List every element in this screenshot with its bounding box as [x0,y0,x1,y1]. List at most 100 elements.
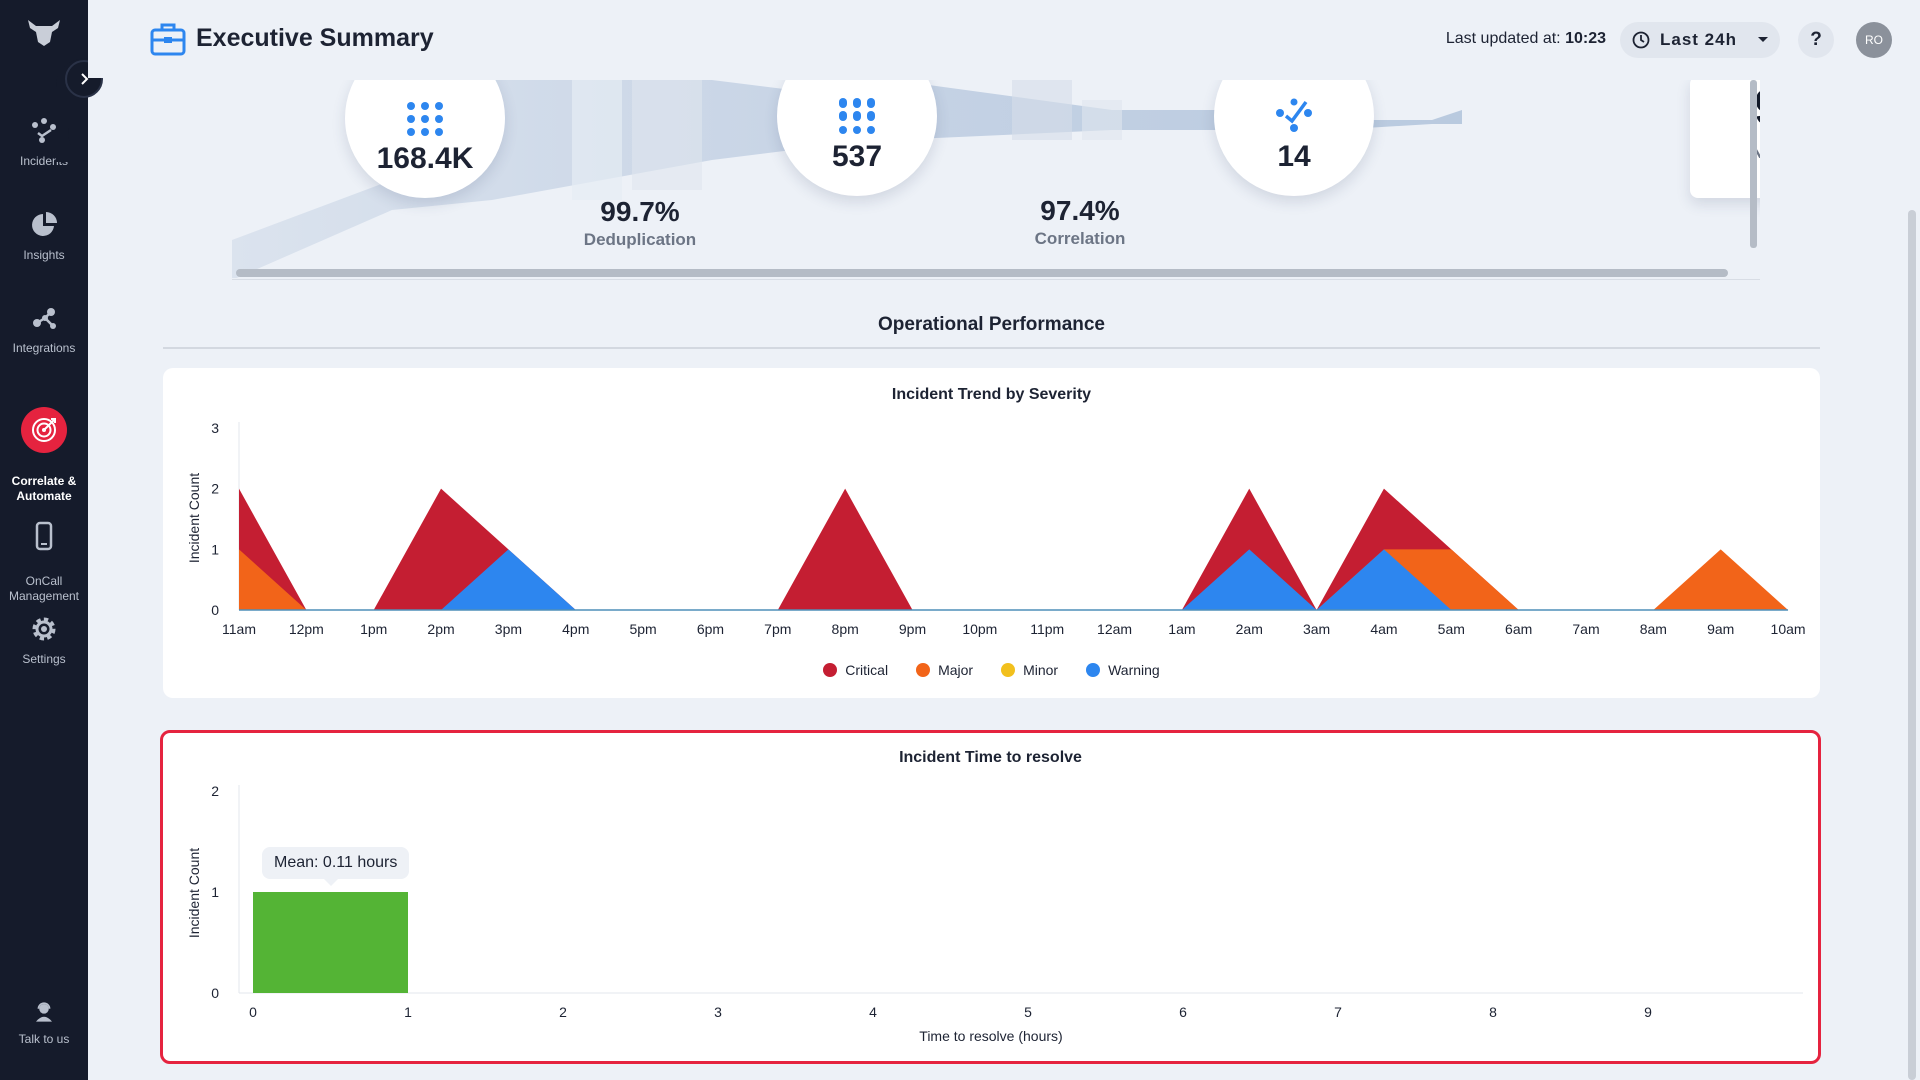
x-tick-label: 7 [1334,1004,1342,1020]
incidents-icon [1276,98,1312,132]
logo-icon[interactable] [24,16,64,50]
legend-label: Critical [845,662,889,678]
chart-title: Incident Trend by Severity [891,386,1092,403]
sidebar: Incidents Insights Integrations Correlat… [0,0,88,1080]
sidebar-item-label: Integrations [12,341,76,355]
y-tick-label: 1 [211,541,219,557]
x-tick-label: 9 [1644,1004,1652,1020]
x-tick-label: 4am [1370,621,1397,637]
x-tick-label: 5 [1024,1004,1032,1020]
sidebar-item-label: OnCall Management [8,574,80,603]
active-indicator [21,407,67,453]
sidebar-item-integrations[interactable]: Integrations [0,303,88,356]
histogram-bar [253,892,408,993]
correlation-label: Correlation [1034,229,1126,248]
talk-to-us-label: Talk to us [18,1032,70,1046]
funnel-stage-value: 168.4K [376,142,474,175]
target-icon [32,418,56,442]
y-axis-label: Incident Count [186,473,202,563]
time-to-resolve-chart: 0 1 2 Incident Count 0 1 2 3 4 5 6 7 8 9 Time to resol… [186,783,1803,1044]
x-tick-label: 6am [1505,621,1532,637]
chevron-down-icon [1757,37,1768,42]
legend-label: Warning [1108,662,1160,678]
x-tick-label: 1am [1168,621,1195,637]
sidebar-tab [56,58,88,162]
incident-trend-card: Incident Trend by Severity 0 1 2 3 Incident … [163,368,1820,698]
funnel-horizontal-scrollbar[interactable] [236,269,1728,277]
briefcase-icon [150,23,186,56]
legend-item-warning[interactable]: Warning [1086,662,1160,678]
x-tick-label: 0 [249,1004,257,1020]
chart-legend: Critical Major Minor Warning [163,662,1820,678]
help-button[interactable]: ? [1798,22,1834,58]
x-tick-label: 6 [1179,1004,1187,1020]
legend-dot [823,663,838,677]
x-tick-label: 8pm [832,621,859,637]
chart-title: Incident Time to resolve [899,749,1082,766]
x-tick-label: 7am [1572,621,1599,637]
sidebar-item-oncall[interactable]: OnCall Management [0,506,88,619]
legend-item-major[interactable]: Major [916,662,973,678]
header: Executive Summary Last updated at: 10:23… [88,0,1920,78]
x-tick-label: 10am [1771,621,1806,637]
last-updated: Last updated at: 10:23 [1446,30,1606,48]
legend-item-critical[interactable]: Critical [823,662,888,678]
time-to-resolve-card: Incident Time to resolve 0 1 2 Incident Cou… [160,730,1821,1064]
last-updated-label: Last updated at: [1445,30,1561,47]
time-range-label: Last 24h [1660,30,1737,49]
legend-item-minor[interactable]: Minor [1001,662,1058,678]
x-tick-label: 1pm [360,621,387,637]
x-tick-label: 3am [1303,621,1330,637]
clock-icon [1632,31,1650,49]
y-axis-label: Incident Count [186,848,202,938]
deduplication-stat: 99.7% Deduplication [550,196,730,250]
sidebar-item-correlate-automate[interactable]: Correlate & Automate [0,392,88,519]
noise-funnel: 168.4K 537 14 99.7% Deduplication 97.4% … [232,80,1760,278]
alerts-grid-icon [839,98,875,134]
avatar[interactable]: RO [1856,22,1892,58]
gear-icon [32,617,56,641]
y-tick-label: 2 [211,783,219,799]
funnel-stage-events[interactable]: 168.4K [345,80,505,198]
y-tick-label: 3 [211,420,219,436]
funnel-stage-value: 14 [1277,140,1311,173]
support-agent-icon [36,1002,52,1022]
correlation-percent: 97.4% [1040,195,1120,226]
phone-icon [35,521,53,551]
last-updated-time: 10:23 [1565,30,1606,47]
x-tick-label: 7pm [764,621,791,637]
deduplication-label: Deduplication [583,230,697,249]
legend-dot [1001,663,1016,677]
x-tick-label: 5am [1438,621,1465,637]
page-title: Executive Summary [196,24,434,52]
x-tick-label: 8am [1640,621,1667,637]
page-scrollbar[interactable] [1908,210,1916,1080]
sidebar-item-label: Insights [23,248,65,262]
x-tick-label: 6pm [697,621,724,637]
expand-sidebar-button[interactable] [65,60,103,98]
y-tick-label: 1 [211,884,219,900]
sidebar-item-insights[interactable]: Insights [0,210,88,263]
x-tick-label: 2 [559,1004,567,1020]
noise-reduction-card: 99.9% Noise Reduction [1690,80,1760,198]
chevron-right-icon [81,73,89,85]
deduplication-percent: 99.7% [600,196,680,227]
x-tick-label: 11pm [1030,621,1064,637]
talk-to-us-button[interactable]: Talk to us [0,1000,88,1047]
correlation-stat: 97.4% Correlation [990,195,1170,249]
x-tick-label: 3 [714,1004,722,1020]
sidebar-item-settings[interactable]: Settings [0,614,88,667]
x-tick-label: 12pm [289,621,324,637]
y-tick-label: 2 [211,481,219,497]
legend-label: Major [938,662,974,678]
time-range-dropdown[interactable]: Last 24h [1620,22,1780,58]
x-tick-label: 4pm [562,621,589,637]
funnel-stage-value: 537 [831,140,883,173]
funnel-vertical-scrollbar[interactable] [1750,80,1757,248]
x-tick-label: 12am [1097,621,1132,637]
legend-label: Minor [1023,662,1059,678]
x-tick-label: 2am [1236,621,1263,637]
integrations-icon [33,308,56,329]
legend-dot [916,663,931,677]
noise-reduction-percent: 99.9% [1690,80,1760,136]
